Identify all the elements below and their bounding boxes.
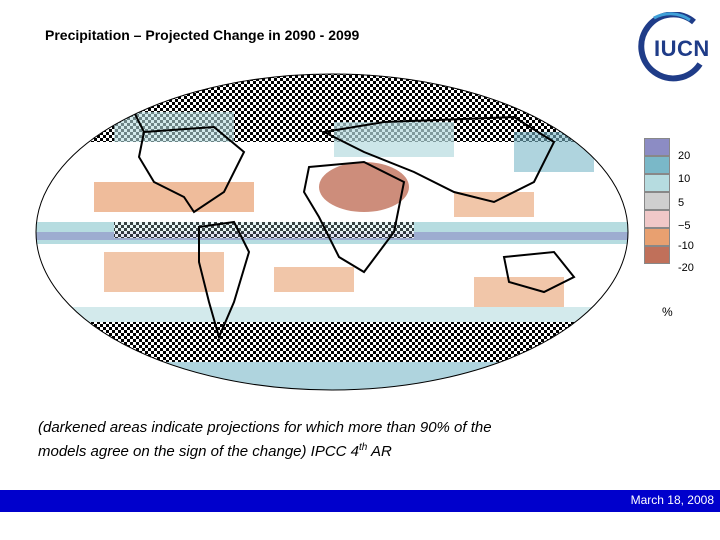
legend-swatch [644, 228, 670, 246]
legend-swatch [644, 174, 670, 192]
legend-swatch [644, 156, 670, 174]
caption-line-2-suffix: AR [367, 443, 392, 460]
iucn-logo [638, 12, 703, 82]
legend-unit: % [662, 305, 673, 319]
caption-superscript: th [359, 442, 368, 453]
legend-swatch [644, 138, 670, 156]
color-legend: 20 10 5 −5 -10 -20 [644, 138, 694, 274]
iucn-logo-text: IUCN [654, 36, 710, 61]
caption-line-1: (darkened areas indicate projections for… [38, 419, 492, 436]
figure-caption: (darkened areas indicate projections for… [38, 418, 638, 462]
legend-label: 5 [678, 197, 685, 209]
footer-bar: March 18, 2008 [0, 490, 720, 512]
legend-swatch [644, 246, 670, 264]
legend-label: −5 [678, 220, 691, 232]
legend-label: 20 [678, 150, 691, 162]
legend-swatch [644, 210, 670, 228]
legend-label: -20 [678, 262, 694, 274]
page-title: Precipitation – Projected Change in 2090… [45, 27, 360, 43]
legend-swatch [644, 192, 670, 210]
legend-swatches: 20 10 5 −5 -10 -20 [644, 138, 694, 274]
precipitation-map [35, 73, 629, 391]
footer-date: March 18, 2008 [630, 493, 714, 507]
legend-label: 10 [678, 173, 691, 185]
legend-label: -10 [678, 240, 694, 252]
caption-line-2: models agree on the sign of the change) … [38, 443, 360, 460]
